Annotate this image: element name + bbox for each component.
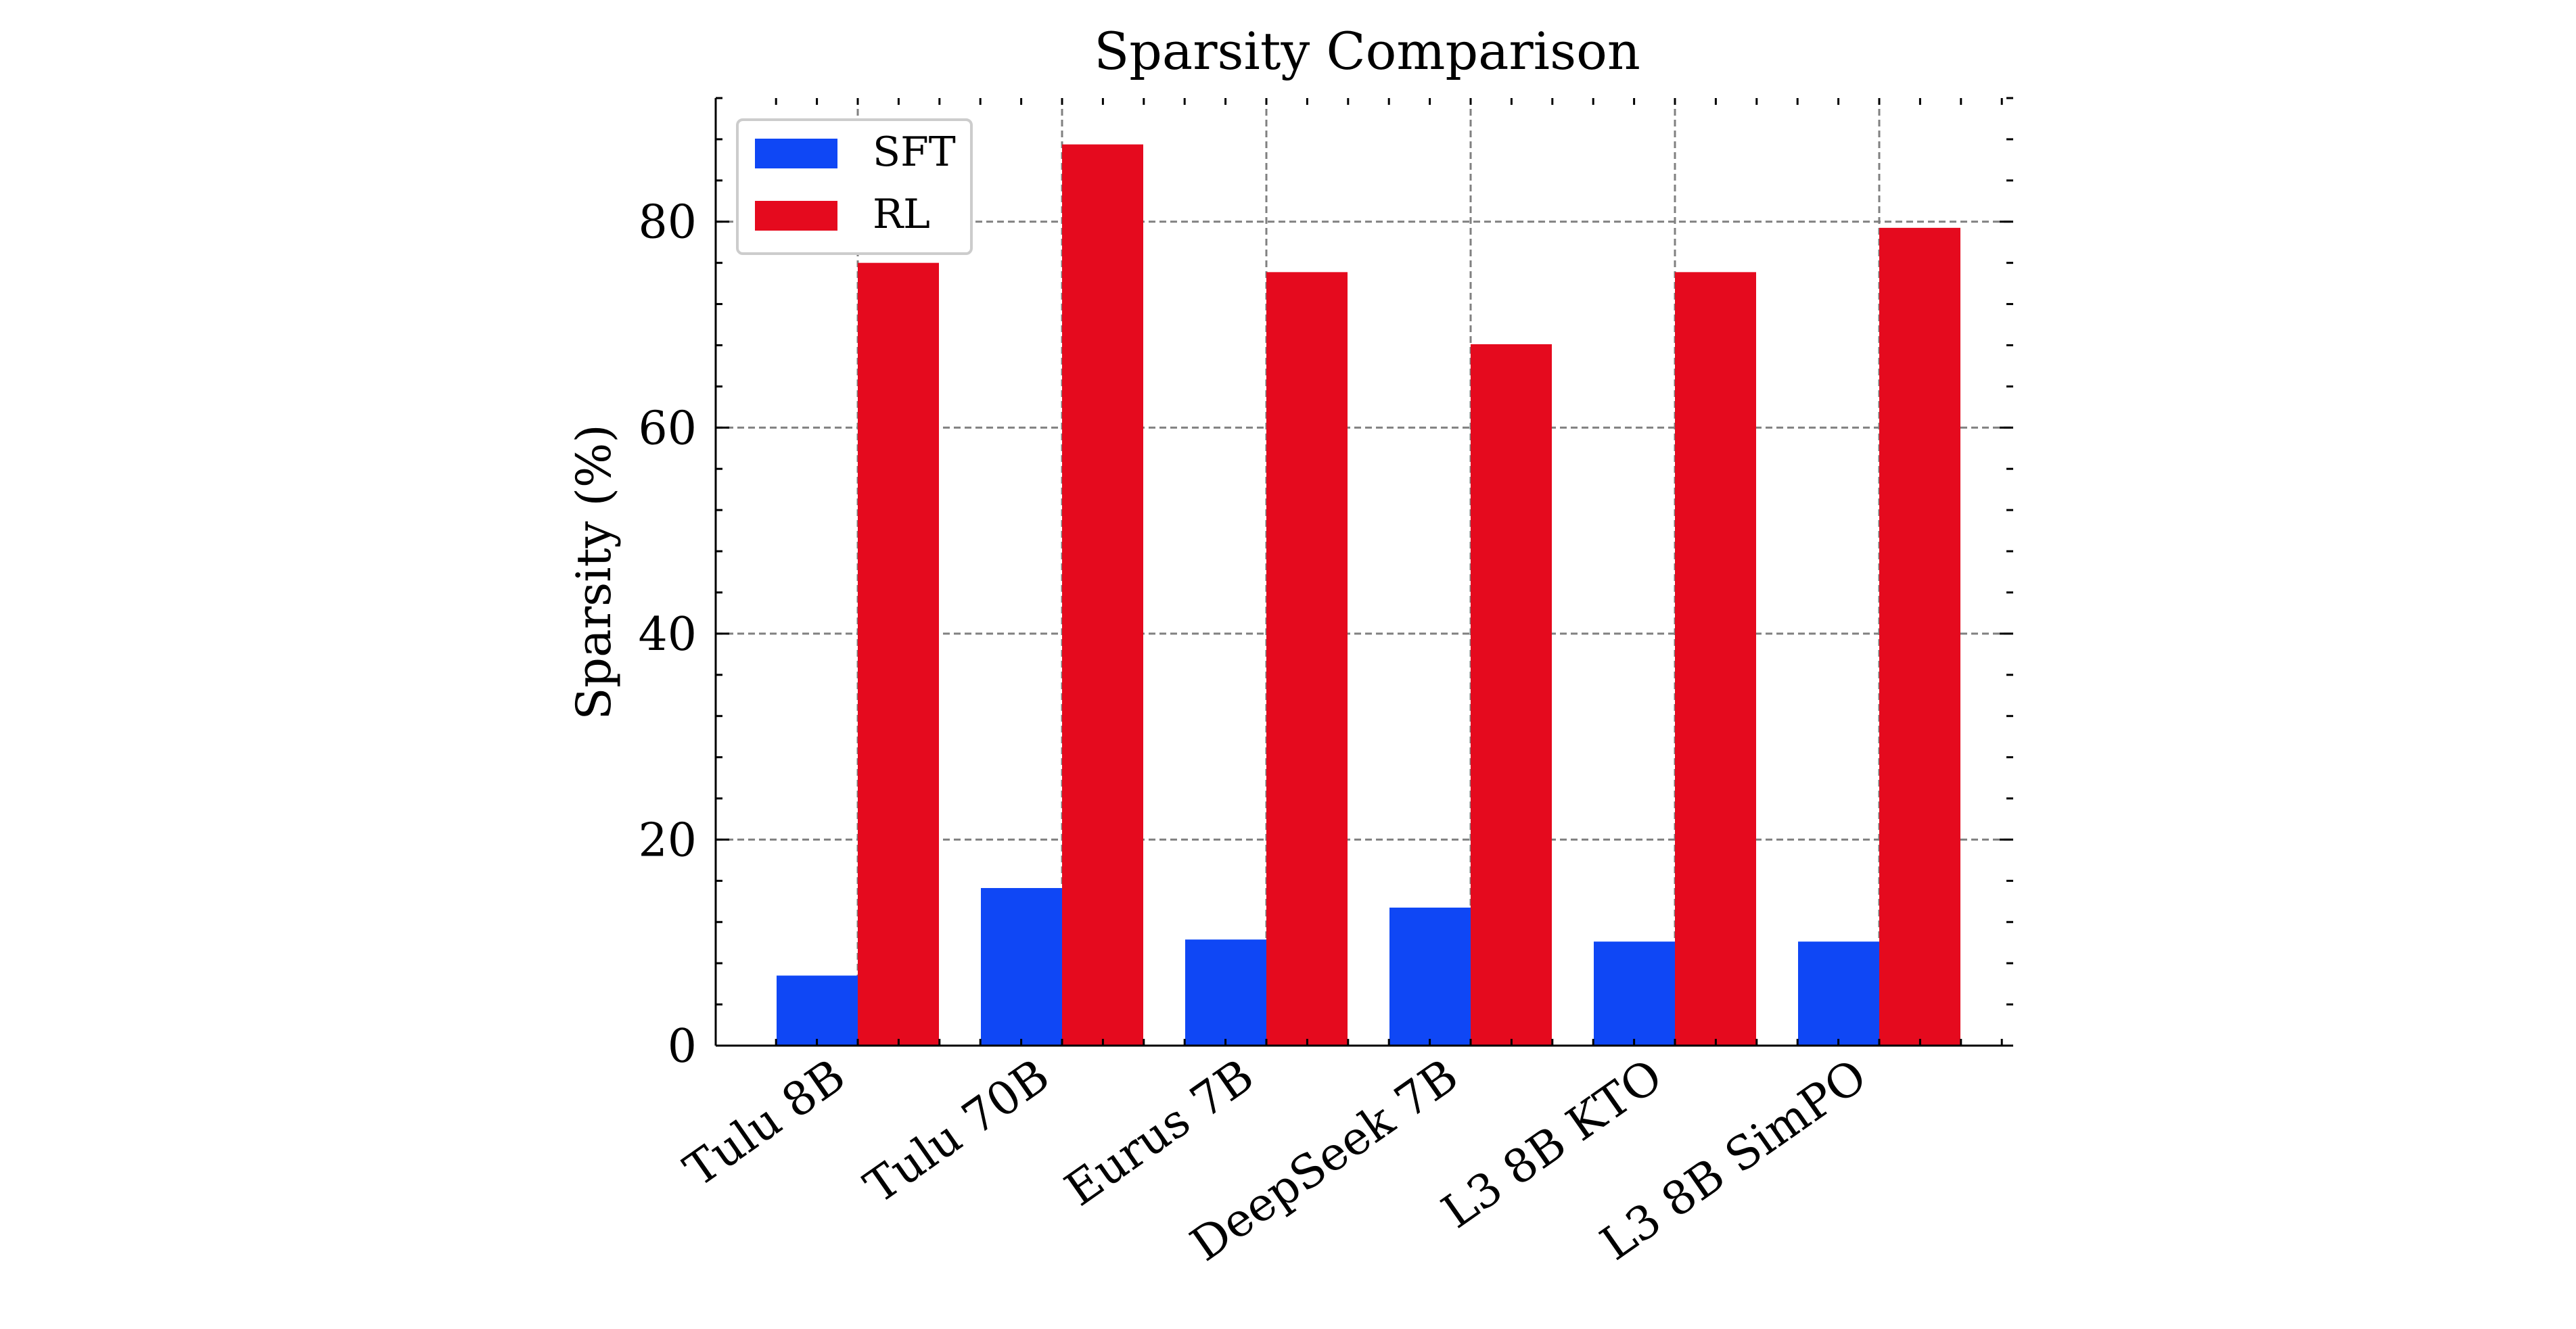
x-tick-label: Tulu 70B	[855, 1049, 1059, 1214]
bar-rl-0	[858, 262, 939, 1046]
y-tick-label: 80	[638, 196, 697, 250]
legend-swatch-rl	[755, 201, 837, 231]
bar-rl-3	[1471, 344, 1552, 1046]
legend-label-rl: RL	[873, 191, 930, 238]
bar-rl-1	[1062, 144, 1143, 1046]
bar-sft-3	[1389, 907, 1471, 1046]
legend: SFT RL	[736, 118, 973, 255]
y-tick-label: 0	[668, 1020, 697, 1073]
bar-sft-4	[1594, 941, 1675, 1046]
bar-rl-4	[1675, 272, 1756, 1046]
bar-rl-5	[1879, 227, 1960, 1046]
legend-label-sft: SFT	[873, 129, 956, 176]
y-tick-label: 60	[638, 402, 697, 455]
bar-sft-1	[981, 888, 1062, 1046]
y-tick-label: 20	[638, 814, 697, 867]
axes	[714, 97, 2013, 1047]
x-tick-label: Tulu 8B	[675, 1049, 855, 1197]
x-tick-label: Eurus 7B	[1056, 1049, 1264, 1217]
bar-rl-2	[1266, 272, 1348, 1046]
y-axis-label: Sparsity (%)	[566, 424, 622, 720]
bar-sft-2	[1185, 939, 1266, 1046]
y-tick-label: 40	[638, 608, 697, 661]
chart-title: Sparsity Comparison	[1094, 21, 1640, 81]
bars	[777, 144, 1960, 1046]
bar-sft-0	[777, 975, 858, 1046]
legend-swatch-sft	[755, 139, 837, 168]
bar-sft-5	[1798, 941, 1879, 1046]
